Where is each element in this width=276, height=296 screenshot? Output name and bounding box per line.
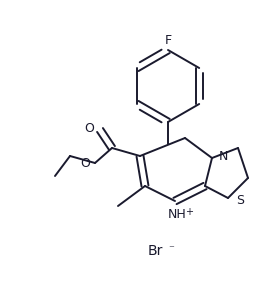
- Text: O: O: [84, 121, 94, 134]
- Text: Br: Br: [147, 244, 163, 258]
- Text: +: +: [185, 207, 193, 217]
- Text: S: S: [236, 194, 244, 207]
- Text: O: O: [80, 157, 90, 170]
- Text: ⁻: ⁻: [168, 244, 174, 254]
- Text: F: F: [164, 33, 172, 46]
- Text: NH: NH: [168, 208, 186, 221]
- Text: N: N: [219, 149, 228, 163]
